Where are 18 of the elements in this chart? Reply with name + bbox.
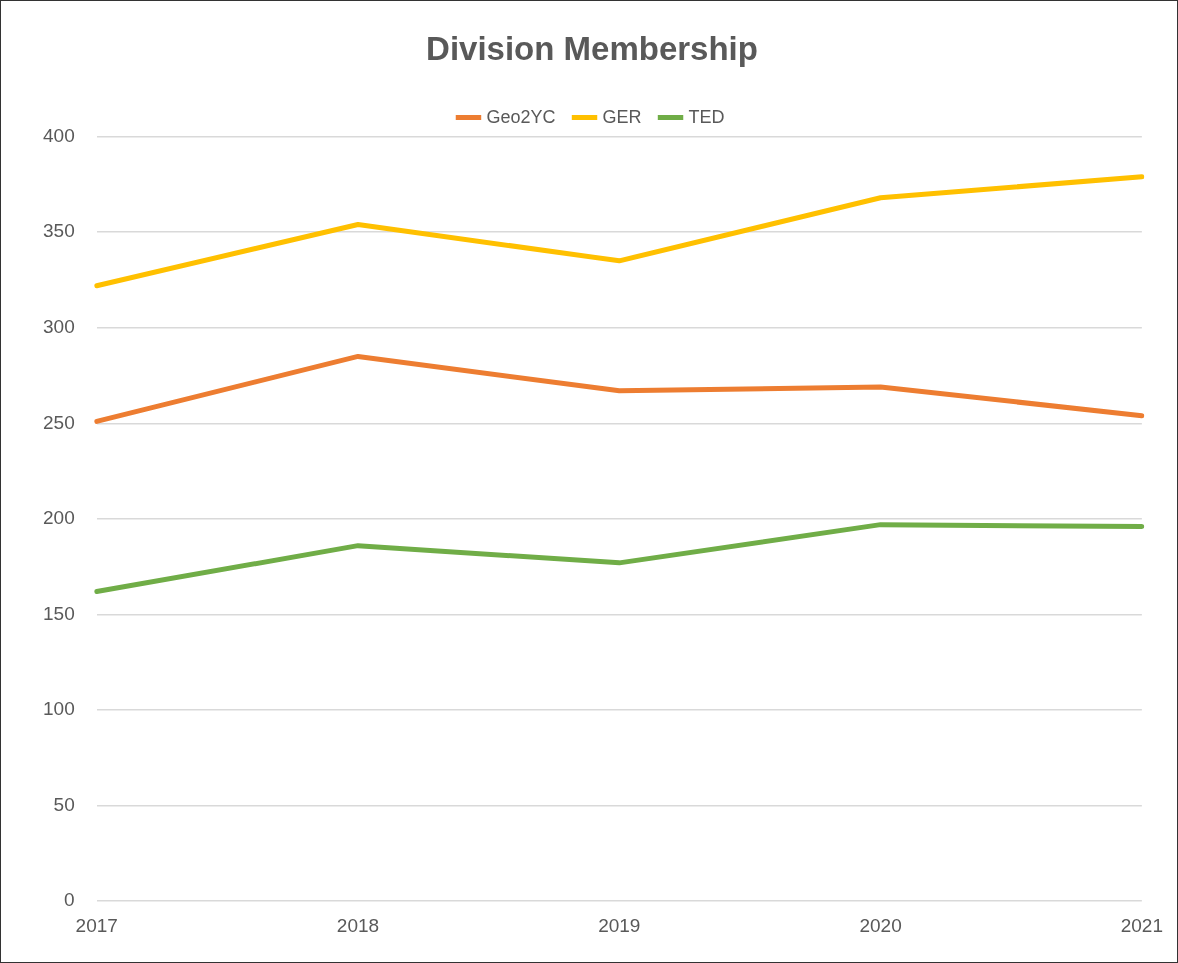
y-tick-label: 100 [43, 698, 75, 720]
y-tick-label: 300 [43, 315, 75, 337]
y-tick-label: 0 [64, 889, 75, 911]
legend-label: Geo2YC [486, 106, 556, 127]
x-tick-label: 2019 [598, 914, 641, 936]
x-tick-label: 2018 [336, 914, 380, 936]
y-tick-label: 200 [43, 507, 75, 529]
chart-title: Division Membership [426, 29, 758, 67]
y-tick-label: 400 [43, 124, 75, 146]
y-tick-label: 50 [53, 793, 75, 815]
x-tick-label: 2021 [1120, 914, 1164, 936]
legend-label: TED [688, 106, 725, 127]
y-tick-label: 350 [43, 220, 75, 242]
legend-label: GER [602, 106, 642, 127]
y-tick-label: 250 [43, 411, 75, 433]
y-tick-label: 150 [43, 602, 75, 624]
x-tick-label: 2017 [75, 914, 118, 936]
x-tick-label: 2020 [859, 914, 902, 936]
